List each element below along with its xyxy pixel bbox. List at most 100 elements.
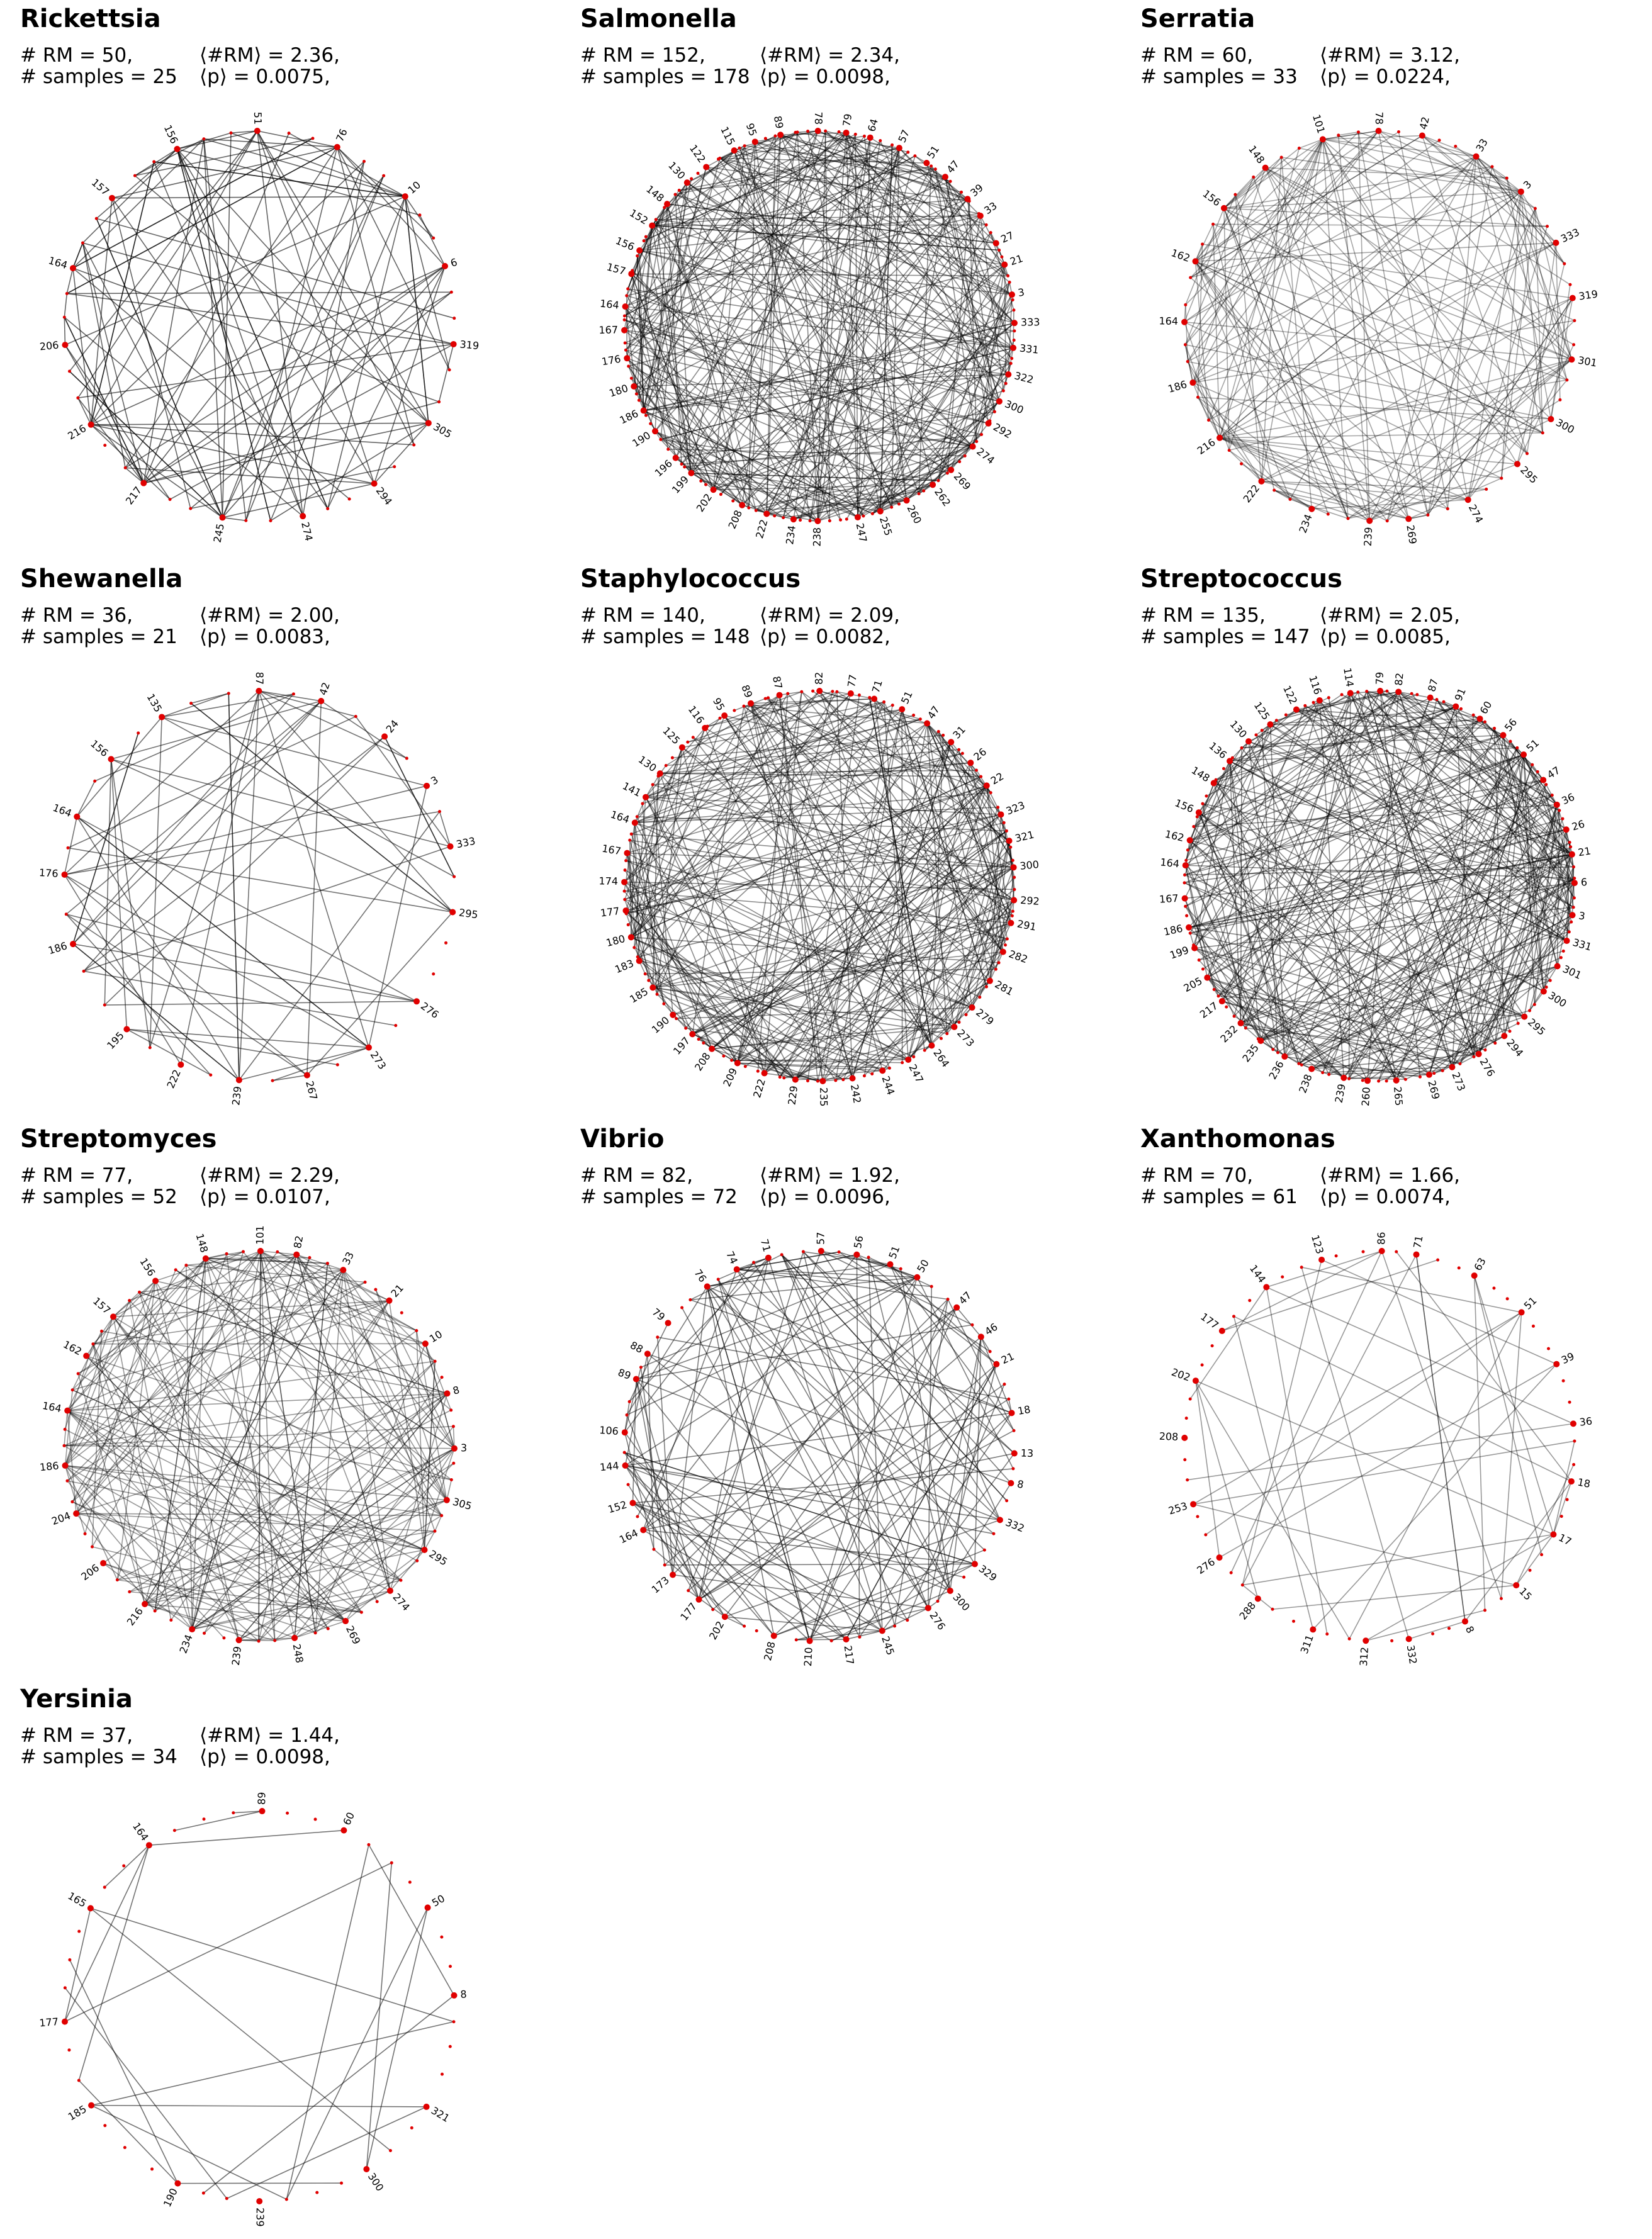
network-node xyxy=(871,695,877,702)
rm-count: # RM = 37, xyxy=(20,1724,133,1747)
network-edge xyxy=(69,371,222,517)
network-node xyxy=(1490,165,1493,168)
network-node xyxy=(1010,345,1016,351)
network-node xyxy=(1288,498,1291,501)
network-node xyxy=(1192,943,1195,946)
node-label: 300 xyxy=(366,2171,386,2194)
network-node xyxy=(1006,274,1009,278)
network-node xyxy=(1532,1325,1535,1328)
network-node xyxy=(967,760,974,766)
network-node xyxy=(802,1250,805,1254)
network-node xyxy=(62,342,68,348)
network-edge xyxy=(177,149,428,424)
network-edge xyxy=(643,1308,957,1530)
network-node xyxy=(765,1255,772,1261)
network-edge xyxy=(1222,1251,1382,1331)
network-node xyxy=(434,1360,437,1363)
network-node xyxy=(1526,452,1529,455)
network-node xyxy=(326,507,329,510)
network-edge xyxy=(954,867,1013,1027)
network-node xyxy=(1564,938,1570,944)
network-edge xyxy=(699,1252,804,1600)
node-label: 311 xyxy=(1298,1633,1316,1655)
node-label: 217 xyxy=(841,1645,856,1666)
network-node xyxy=(914,1274,920,1281)
network-node xyxy=(752,1261,755,1264)
network-node xyxy=(256,2198,262,2204)
node-label: 244 xyxy=(879,1074,897,1096)
network-node xyxy=(1186,1478,1189,1481)
network-node xyxy=(752,138,758,145)
network-node xyxy=(957,1021,960,1024)
network-node xyxy=(763,510,770,517)
node-label: 162 xyxy=(61,1338,84,1358)
node-label: 71 xyxy=(758,1238,773,1254)
network-node xyxy=(800,690,803,693)
network-node xyxy=(854,133,857,136)
network-node xyxy=(1008,1480,1014,1486)
node-label: 89 xyxy=(739,683,755,700)
node-label: 125 xyxy=(660,725,682,747)
network-node xyxy=(940,1037,943,1040)
network-node xyxy=(985,985,988,989)
network-node xyxy=(636,1515,639,1518)
network-edge xyxy=(1196,261,1567,380)
network-node xyxy=(1240,746,1244,749)
network-node xyxy=(777,692,783,699)
network-node xyxy=(989,1350,992,1353)
node-label: 3 xyxy=(461,1442,467,1454)
network-node xyxy=(722,1613,728,1620)
network-node xyxy=(1549,979,1552,982)
network-node xyxy=(888,1067,891,1070)
network-node xyxy=(64,1986,67,1989)
node-label: 235 xyxy=(818,1087,830,1107)
node-label: 26 xyxy=(1570,817,1586,833)
network-node xyxy=(1483,1608,1486,1612)
network-node xyxy=(254,128,261,134)
network-node xyxy=(342,1618,349,1624)
network-node xyxy=(1011,1451,1018,1457)
node-label: 122 xyxy=(1281,683,1300,706)
network-node xyxy=(1005,1499,1008,1502)
network-node xyxy=(666,447,670,451)
sample-count: # samples = 25 xyxy=(20,65,177,88)
network-edge xyxy=(632,1503,846,1639)
network-node xyxy=(1261,729,1264,732)
network-node xyxy=(1271,1048,1274,1051)
network-node xyxy=(327,1627,330,1630)
network-node xyxy=(1462,1619,1468,1625)
network-node xyxy=(703,164,709,170)
network-node xyxy=(376,1600,379,1603)
network-node xyxy=(811,690,814,693)
network-node xyxy=(1281,1053,1288,1060)
network-node xyxy=(624,868,627,872)
network-edge xyxy=(440,812,451,846)
network-edge xyxy=(93,1301,390,1344)
sample-count: # samples = 148 xyxy=(580,626,750,648)
network-node xyxy=(450,291,453,294)
node-label: 276 xyxy=(1194,1556,1217,1576)
network-node xyxy=(1501,1033,1507,1039)
node-label: 148 xyxy=(1246,143,1267,166)
network-node xyxy=(1356,690,1359,693)
network-node xyxy=(638,399,641,402)
network-node xyxy=(632,819,638,826)
network-node xyxy=(904,497,910,503)
network-node xyxy=(202,2192,205,2195)
node-label: 101 xyxy=(1310,113,1327,135)
node-label: 82 xyxy=(291,1235,306,1250)
node-label: 333 xyxy=(455,835,476,851)
network-node xyxy=(142,1601,148,1607)
network-node xyxy=(928,1043,935,1049)
network-node xyxy=(293,1252,300,1258)
rm-count: # RM = 140, xyxy=(580,604,705,627)
network-node xyxy=(993,240,999,246)
network-node xyxy=(996,805,999,809)
network-node xyxy=(624,355,630,361)
network-node xyxy=(922,489,925,492)
network-node xyxy=(389,2149,392,2152)
network-node xyxy=(402,193,408,199)
network-edge xyxy=(64,317,143,483)
network-node xyxy=(1570,295,1576,301)
network-node xyxy=(1449,1064,1455,1070)
